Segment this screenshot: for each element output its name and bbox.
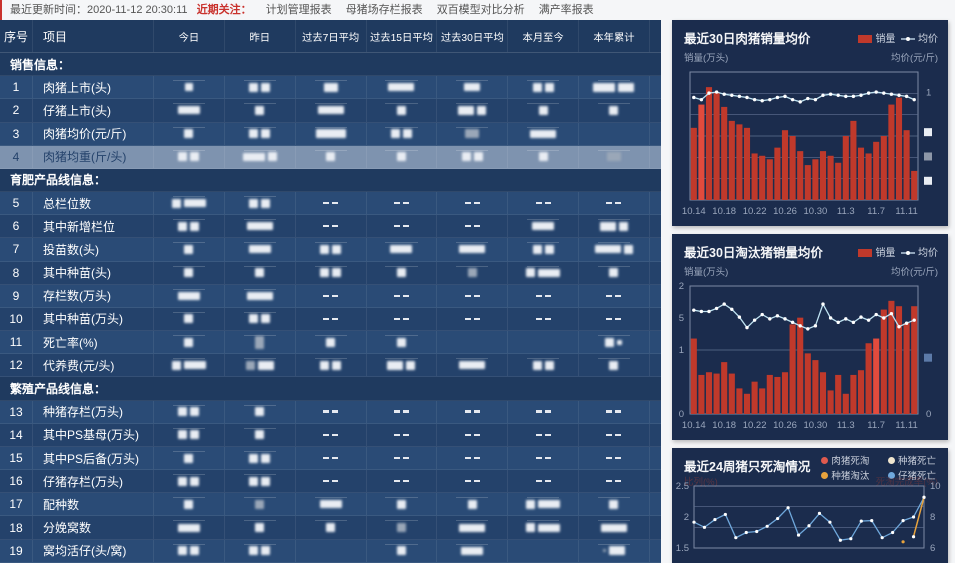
svg-text:11.3: 11.3 (837, 206, 855, 217)
svg-text:1: 1 (679, 345, 684, 356)
svg-text:11.7: 11.7 (867, 420, 885, 431)
svg-text:10.18: 10.18 (712, 206, 736, 217)
svg-text:10.26: 10.26 (773, 206, 797, 217)
svg-text:1.5: 1.5 (676, 543, 689, 554)
svg-text:1: 1 (926, 87, 931, 98)
svg-text:11.11: 11.11 (895, 206, 917, 217)
svg-text:2: 2 (679, 281, 684, 292)
svg-text:10.14: 10.14 (682, 420, 706, 431)
svg-text:2: 2 (684, 512, 689, 523)
svg-text:11.3: 11.3 (837, 420, 855, 431)
svg-text:2.5: 2.5 (676, 482, 689, 492)
svg-text:0: 0 (926, 409, 931, 420)
svg-text:5: 5 (679, 313, 684, 324)
svg-text:10.14: 10.14 (682, 206, 706, 217)
svg-text:10.22: 10.22 (743, 420, 767, 431)
svg-text:10.18: 10.18 (712, 420, 736, 431)
svg-text:11.7: 11.7 (867, 206, 885, 217)
svg-text:10.22: 10.22 (743, 206, 767, 217)
svg-text:6: 6 (930, 543, 935, 554)
svg-text:8: 8 (930, 512, 935, 523)
svg-text:0: 0 (679, 409, 684, 420)
svg-text:10.30: 10.30 (804, 206, 828, 217)
svg-text:10.30: 10.30 (804, 420, 828, 431)
svg-text:11.11: 11.11 (895, 420, 917, 431)
svg-text:10.26: 10.26 (773, 420, 797, 431)
svg-text:10: 10 (930, 482, 941, 492)
